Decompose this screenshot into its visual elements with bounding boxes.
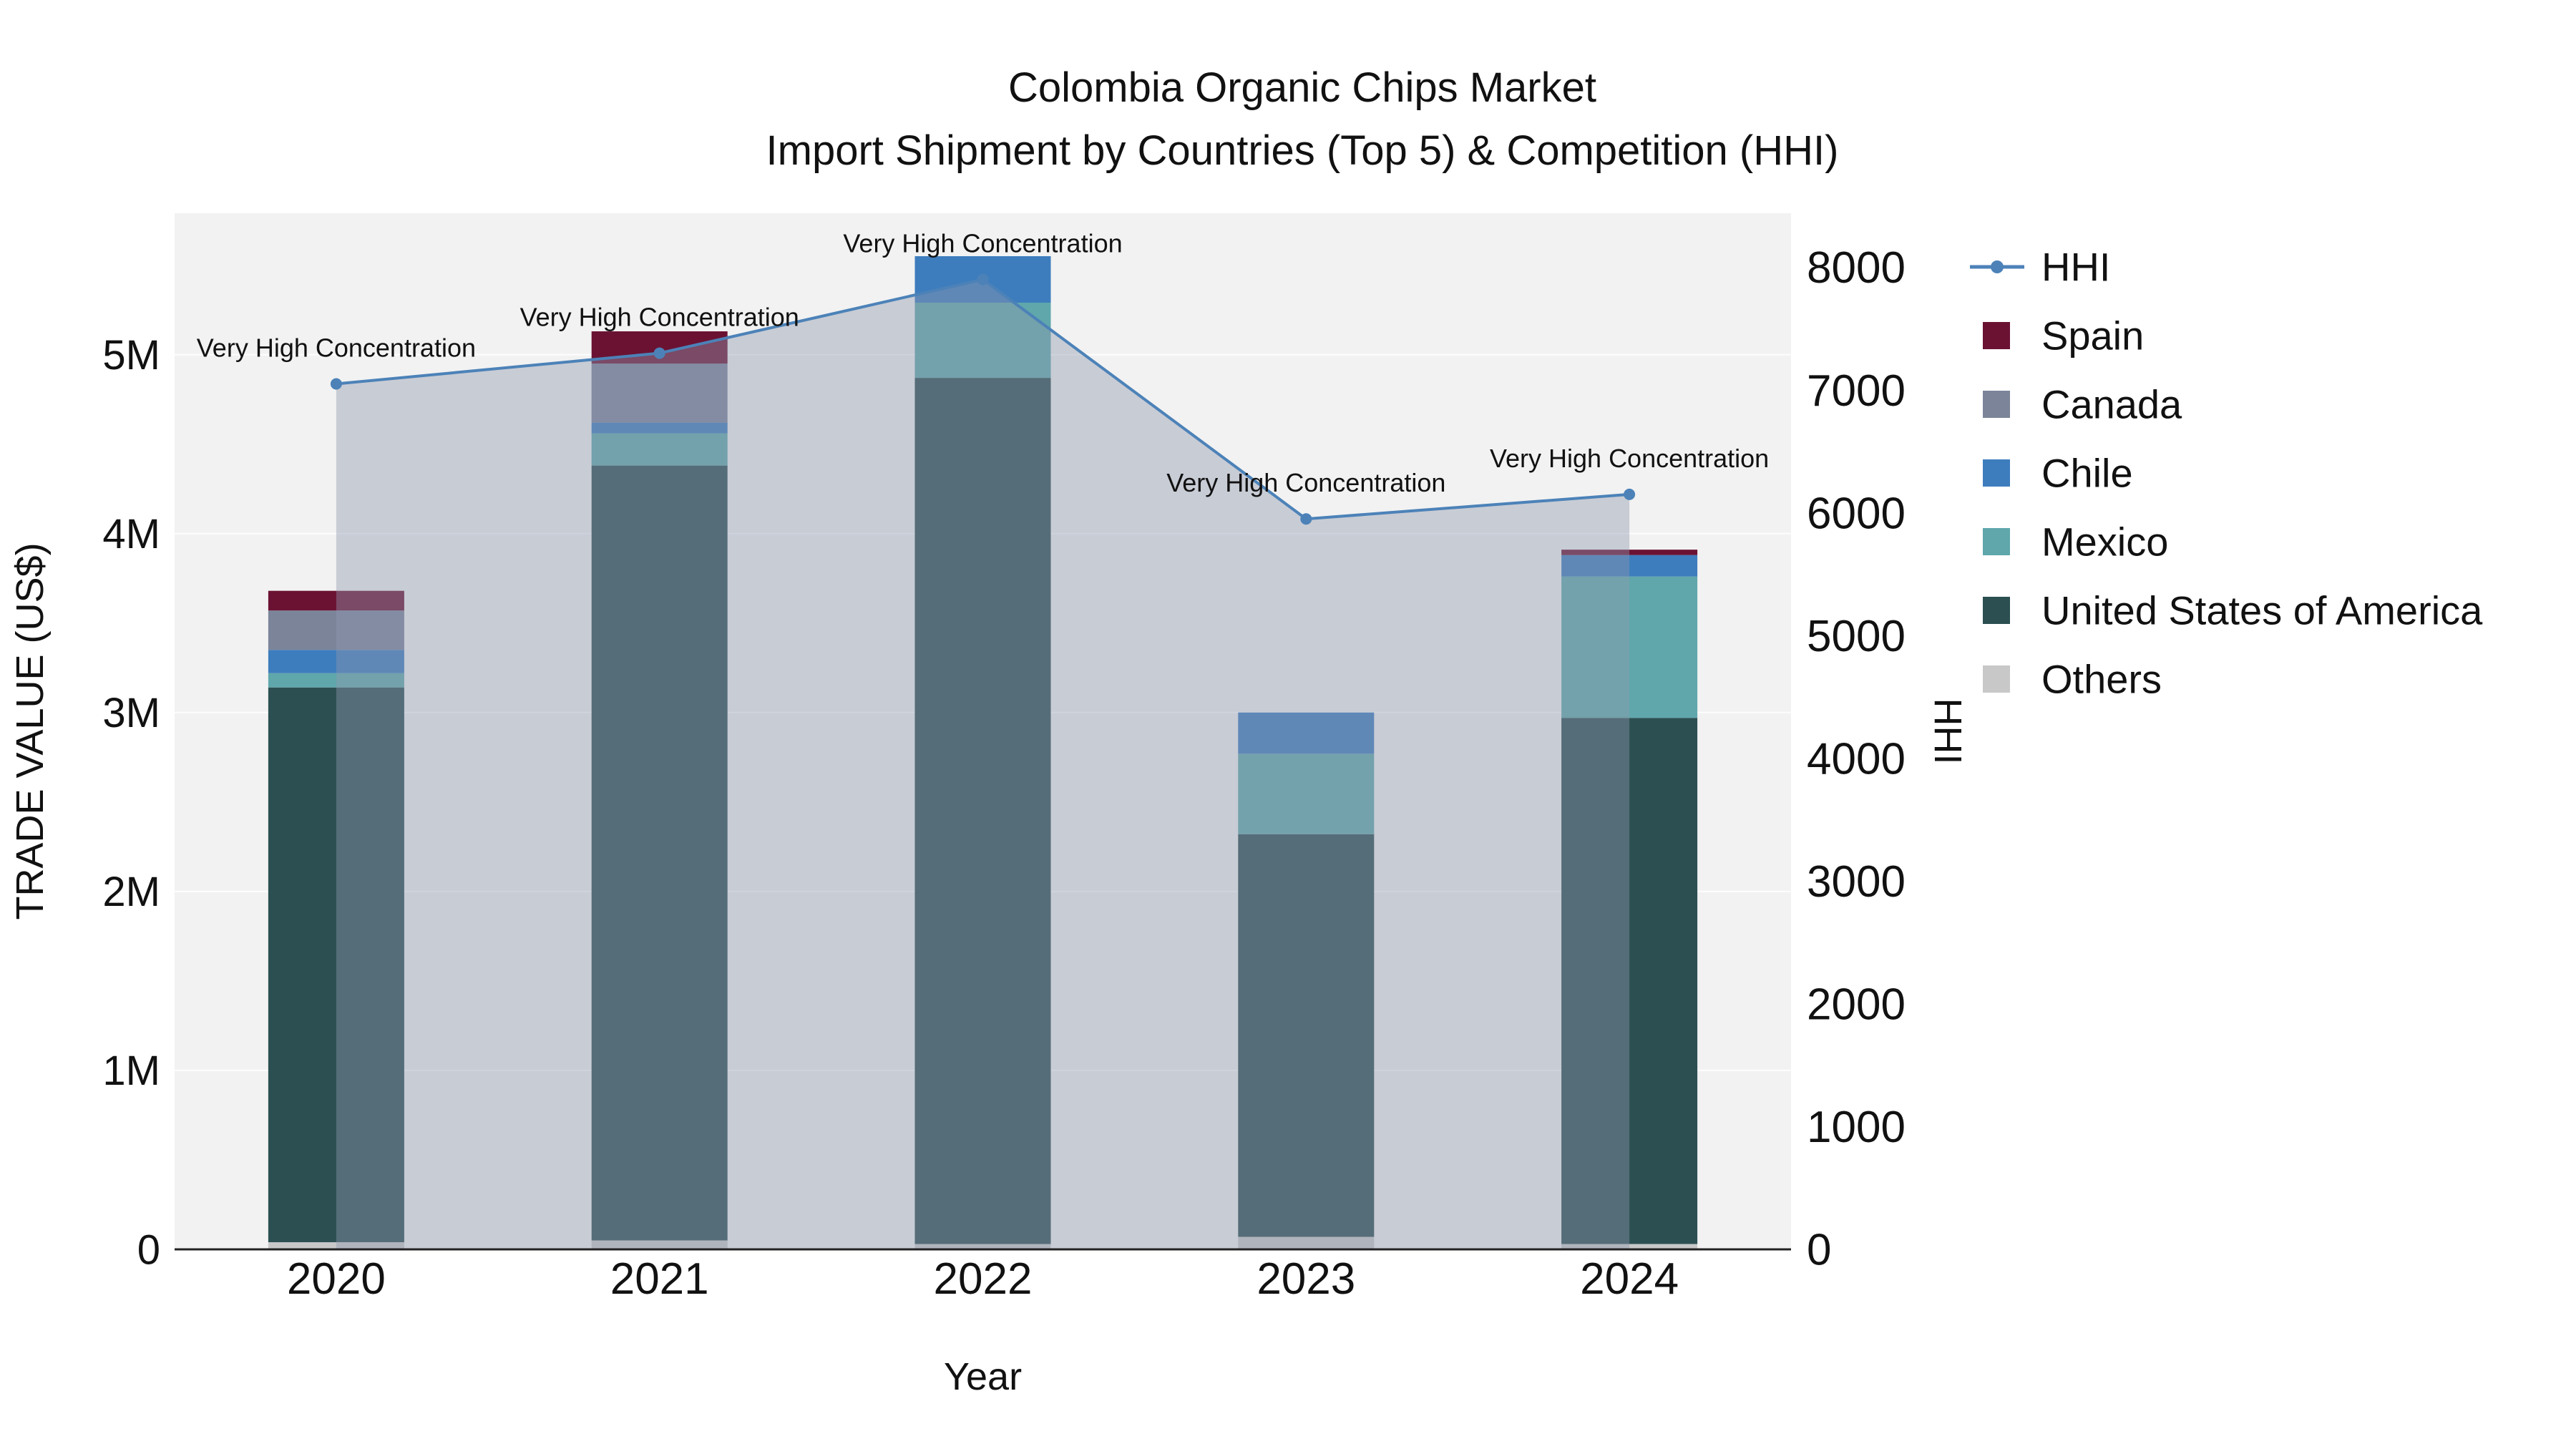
bar-segment-others-2023 — [1238, 1236, 1375, 1249]
left-axis-tick-0: 0 — [137, 1226, 160, 1273]
x-axis-tick-2022: 2022 — [934, 1254, 1033, 1304]
right-axis-tick-2000: 2000 — [1807, 980, 1906, 1030]
right-axis-tick-4000: 4000 — [1807, 734, 1906, 784]
legend-item-others[interactable]: Others — [1983, 657, 2162, 702]
bar-segment-others-2024 — [1561, 1244, 1698, 1249]
bar-segment-united-states-of-america-2023 — [1238, 834, 1375, 1237]
left-axis-tick-5M: 5M — [102, 332, 160, 379]
left-axis-title: TRADE VALUE (US$) — [9, 542, 52, 919]
bar-segment-united-states-of-america-2021 — [591, 465, 728, 1241]
bar-segment-mexico-2022 — [914, 303, 1051, 379]
bar-segment-mexico-2020 — [268, 673, 404, 688]
legend-swatch-spain — [1983, 322, 2010, 349]
legend-label-united-states-of-america: United States of America — [2041, 588, 2483, 633]
bar-segment-others-2020 — [268, 1241, 404, 1249]
bar-segment-chile-2024 — [1561, 555, 1698, 577]
bar-segment-canada-2020 — [268, 610, 404, 650]
left-axis-tick-4M: 4M — [102, 511, 160, 557]
x-axis-tick-2023: 2023 — [1257, 1254, 1355, 1304]
x-axis-title: Year — [944, 1355, 1022, 1398]
legend-item-united-states-of-america[interactable]: United States of America — [1983, 588, 2483, 633]
legend-item-spain[interactable]: Spain — [1983, 313, 2144, 358]
chart-title: Colombia Organic Chips Market — [1008, 64, 1596, 111]
right-axis-tick-7000: 7000 — [1807, 366, 1906, 416]
legend-swatch-chile — [1983, 459, 2010, 487]
legend-label-mexico: Mexico — [2041, 519, 2168, 565]
legend-item-canada[interactable]: Canada — [1983, 382, 2182, 427]
bar-segment-mexico-2024 — [1561, 576, 1698, 718]
legend-item-hhi[interactable]: HHI — [1970, 245, 2110, 290]
annotation-2022: Very High Concentration — [843, 229, 1122, 258]
right-axis-tick-0: 0 — [1807, 1226, 1831, 1275]
annotation-2020: Very High Concentration — [197, 333, 476, 362]
right-axis-title: HHI — [1926, 698, 1969, 765]
legend-label-chile: Chile — [2041, 451, 2133, 496]
right-axis-tick-6000: 6000 — [1807, 489, 1906, 538]
right-axis-tick-1000: 1000 — [1807, 1103, 1906, 1152]
x-axis-tick-2021: 2021 — [610, 1254, 709, 1304]
legend-label-others: Others — [2041, 657, 2162, 702]
right-axis-tick-3000: 3000 — [1807, 857, 1906, 907]
chart-subtitle: Import Shipment by Countries (Top 5) & C… — [766, 127, 1839, 174]
legend-label-canada: Canada — [2041, 382, 2182, 427]
legend-label-spain: Spain — [2041, 313, 2144, 358]
bar-segment-others-2021 — [591, 1240, 728, 1249]
bar-segment-chile-2021 — [591, 422, 728, 434]
right-axis-tick-5000: 5000 — [1807, 612, 1906, 661]
legend-label-hhi: HHI — [2041, 245, 2110, 290]
hhi-marker-2023 — [1300, 513, 1312, 525]
hhi-marker-2020 — [330, 378, 342, 390]
legend-item-chile[interactable]: Chile — [1983, 451, 2133, 496]
bar-segment-mexico-2023 — [1238, 753, 1375, 834]
legend-line-marker — [1991, 260, 2004, 273]
hhi-marker-2024 — [1624, 488, 1636, 500]
legend-swatch-others — [1983, 665, 2010, 693]
bar-segment-chile-2020 — [268, 650, 404, 673]
right-axis-tick-8000: 8000 — [1807, 243, 1906, 293]
left-axis-tick-1M: 1M — [102, 1048, 160, 1094]
x-axis-tick-2020: 2020 — [287, 1254, 386, 1304]
annotation-2021: Very High Concentration — [520, 303, 799, 332]
left-axis-tick-3M: 3M — [102, 690, 160, 736]
left-axis-tick-2M: 2M — [102, 869, 160, 915]
bar-segment-others-2022 — [914, 1244, 1051, 1249]
bar-segment-canada-2021 — [591, 364, 728, 423]
bar-segment-chile-2023 — [1238, 712, 1375, 754]
annotation-2023: Very High Concentration — [1166, 468, 1445, 497]
bar-segment-united-states-of-america-2024 — [1561, 718, 1698, 1244]
x-axis-tick-2024: 2024 — [1580, 1254, 1679, 1304]
bar-segment-spain-2024 — [1561, 550, 1698, 555]
annotation-2024: Very High Concentration — [1490, 444, 1769, 473]
bar-segment-united-states-of-america-2020 — [268, 687, 404, 1242]
hhi-marker-2021 — [653, 347, 665, 359]
legend-item-mexico[interactable]: Mexico — [1983, 519, 2168, 565]
bar-segment-spain-2020 — [268, 590, 404, 611]
bar-segment-mexico-2021 — [591, 433, 728, 466]
bar-segment-united-states-of-america-2022 — [914, 378, 1051, 1244]
legend-swatch-canada — [1983, 391, 2010, 418]
hhi-marker-2022 — [977, 273, 989, 286]
legend-swatch-mexico — [1983, 528, 2010, 555]
legend-swatch-united-states-of-america — [1983, 597, 2010, 624]
